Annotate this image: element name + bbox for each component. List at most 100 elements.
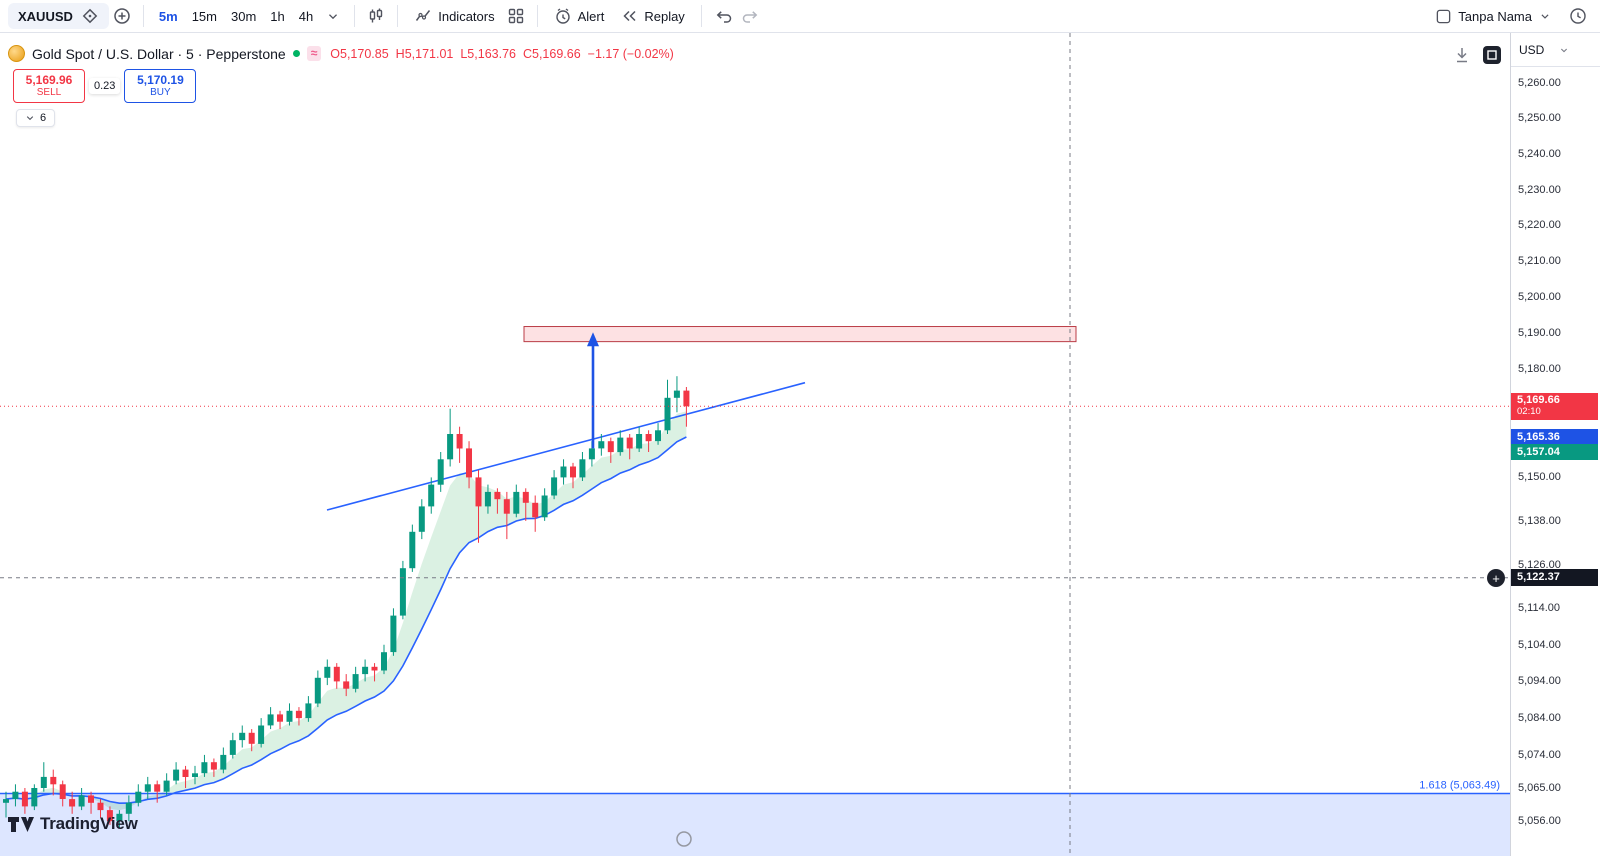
indicators-button[interactable]: Indicators xyxy=(406,3,502,29)
divider xyxy=(354,5,356,27)
timeframe-15m[interactable]: 15m xyxy=(191,8,217,24)
market-status-icon xyxy=(292,50,300,57)
replay-label: Replay xyxy=(644,8,685,24)
indicators-label: Indicators xyxy=(438,8,495,24)
spread-value: 0.23 xyxy=(89,78,121,94)
indicator-templates-button[interactable] xyxy=(503,3,529,29)
chevron-down-icon xyxy=(26,116,34,121)
price-tick: 5,240.00 xyxy=(1518,148,1561,161)
top-toolbar: XAUUSD 5m 15m 30m 1h 4h xyxy=(0,0,1600,33)
price-tick: 5,210.00 xyxy=(1518,255,1561,268)
tradingview-logo[interactable]: TradingView xyxy=(8,813,138,834)
undo-icon xyxy=(716,11,732,23)
price-tick: 5,200.00 xyxy=(1518,291,1561,304)
price-tick: 5,260.00 xyxy=(1518,76,1561,89)
price-tick: 5,180.00 xyxy=(1518,362,1561,375)
price-tick: 5,220.00 xyxy=(1518,219,1561,232)
timeframe-30m[interactable]: 30m xyxy=(231,8,257,24)
price-tick: 5,084.00 xyxy=(1518,712,1561,725)
arrow-down-icon xyxy=(1457,48,1467,63)
chevron-down-icon xyxy=(1541,14,1549,19)
last-price-value: 5,169.66 xyxy=(1517,393,1560,406)
undo-button[interactable] xyxy=(710,3,737,29)
fullscreen-button[interactable] xyxy=(1482,45,1502,65)
alarm-clock-icon xyxy=(555,8,570,24)
trendline[interactable] xyxy=(326,381,806,511)
ohlc-open: O5,170.85 xyxy=(330,46,389,61)
symbol-search-box[interactable]: XAUUSD xyxy=(8,3,109,29)
fib-band xyxy=(0,793,1510,856)
price-tick: 5,114.00 xyxy=(1518,602,1561,615)
ma-green-badge: 5,157.04 xyxy=(1511,443,1598,460)
timeframe-4h[interactable]: 4h xyxy=(298,8,314,24)
chart-title[interactable]: Gold Spot / U.S. Dollar · 5 · Pepperston… xyxy=(32,45,286,62)
layout-name-button[interactable]: Tanpa Nama xyxy=(1427,4,1560,29)
sell-button[interactable]: 5,169.96 SELL xyxy=(13,69,85,103)
chart-type-button[interactable] xyxy=(363,3,389,29)
clock-arrow-icon xyxy=(1570,8,1586,24)
price-tick: 5,094.00 xyxy=(1518,675,1561,688)
sell-label: SELL xyxy=(36,87,62,98)
divider xyxy=(700,5,702,27)
timeframe-menu-chevron[interactable] xyxy=(320,3,346,29)
price-tick: 5,190.00 xyxy=(1518,327,1561,339)
sell-price: 5,169.96 xyxy=(25,73,73,87)
alert-button[interactable]: Alert xyxy=(546,3,613,29)
divider xyxy=(536,5,538,27)
price-change: −1.17 (−0.02%) xyxy=(587,46,674,61)
currency-label: USD xyxy=(1519,42,1545,57)
price-tick: 5,150.00 xyxy=(1518,471,1561,484)
redo-button[interactable] xyxy=(737,3,764,29)
price-tick: 5,074.00 xyxy=(1518,748,1561,761)
toolbar-right-group: Tanpa Nama xyxy=(1427,3,1592,29)
symbol-name: XAUUSD xyxy=(18,8,73,24)
price-tick: 5,250.00 xyxy=(1518,112,1561,125)
object-tree-chip[interactable]: 6 xyxy=(16,109,56,127)
add-symbol-button[interactable] xyxy=(109,3,135,29)
buy-label: BUY xyxy=(150,87,171,98)
alert-label: Alert xyxy=(577,8,605,24)
price-tick: 5,056.00 xyxy=(1518,815,1561,828)
tradingview-mark-icon xyxy=(8,817,34,832)
price-tick: 5,065.00 xyxy=(1518,781,1561,794)
compare-diamond-icon[interactable] xyxy=(81,7,99,25)
object-count: 6 xyxy=(40,112,47,124)
timeframe-5m[interactable]: 5m xyxy=(158,8,178,24)
ohlc-low: L5,163.76 xyxy=(460,46,516,61)
publish-button[interactable] xyxy=(1564,3,1592,29)
rewind-icon xyxy=(623,10,636,22)
price-chart[interactable]: 1.618 (5,063.49) xyxy=(0,33,1510,856)
ma-blue-badge: 5,165.36 xyxy=(1511,428,1598,445)
timeframe-1h[interactable]: 1h xyxy=(270,8,285,24)
supply-zone[interactable] xyxy=(523,326,1077,343)
bar-countdown: 02:10 xyxy=(1517,405,1541,417)
ma-line[interactable] xyxy=(5,436,687,805)
arrow-head xyxy=(587,332,599,347)
chart-area[interactable]: 1.618 (5,063.49) Gold Spot / U.S. Dollar… xyxy=(0,33,1510,856)
buy-button[interactable]: 5,170.19 BUY xyxy=(124,69,197,103)
fib-label: 1.618 (5,063.49) xyxy=(1419,780,1500,792)
price-tick: 5,230.00 xyxy=(1518,183,1561,196)
scroll-down-button[interactable] xyxy=(1448,42,1476,68)
axis-plus-button[interactable]: + xyxy=(1487,569,1505,587)
price-tick: 5,126.00 xyxy=(1518,558,1561,571)
price-axis[interactable]: USD 5,260.00 5,250.00 5,240.00 5,230.00 5,22… xyxy=(1510,33,1600,856)
divider xyxy=(142,5,144,27)
order-panel: 5,169.96 SELL 0.23 5,170.19 BUY xyxy=(13,69,197,103)
replay-button[interactable]: Replay xyxy=(612,3,692,29)
chevron-down-icon xyxy=(1561,48,1568,52)
chart-legend: Gold Spot / U.S. Dollar · 5 · Pepperston… xyxy=(8,45,681,62)
currency-selector[interactable]: USD xyxy=(1511,33,1600,67)
last-price-badge: 5,169.66 02:10 xyxy=(1511,392,1598,420)
candles xyxy=(3,376,690,829)
sticker-anchor[interactable] xyxy=(676,831,692,847)
redo-icon xyxy=(742,11,758,23)
price-tick: 5,138.00 xyxy=(1518,514,1561,527)
chart-corner-controls xyxy=(1448,42,1502,68)
indicators-icon xyxy=(416,10,431,21)
timeframe-group: 5m 15m 30m 1h 4h xyxy=(152,3,346,29)
crosshair-price-badge: 5,122.37 xyxy=(1511,569,1598,587)
tradingview-logo-text: TradingView xyxy=(40,813,138,833)
approx-badge: ≈ xyxy=(306,46,322,61)
